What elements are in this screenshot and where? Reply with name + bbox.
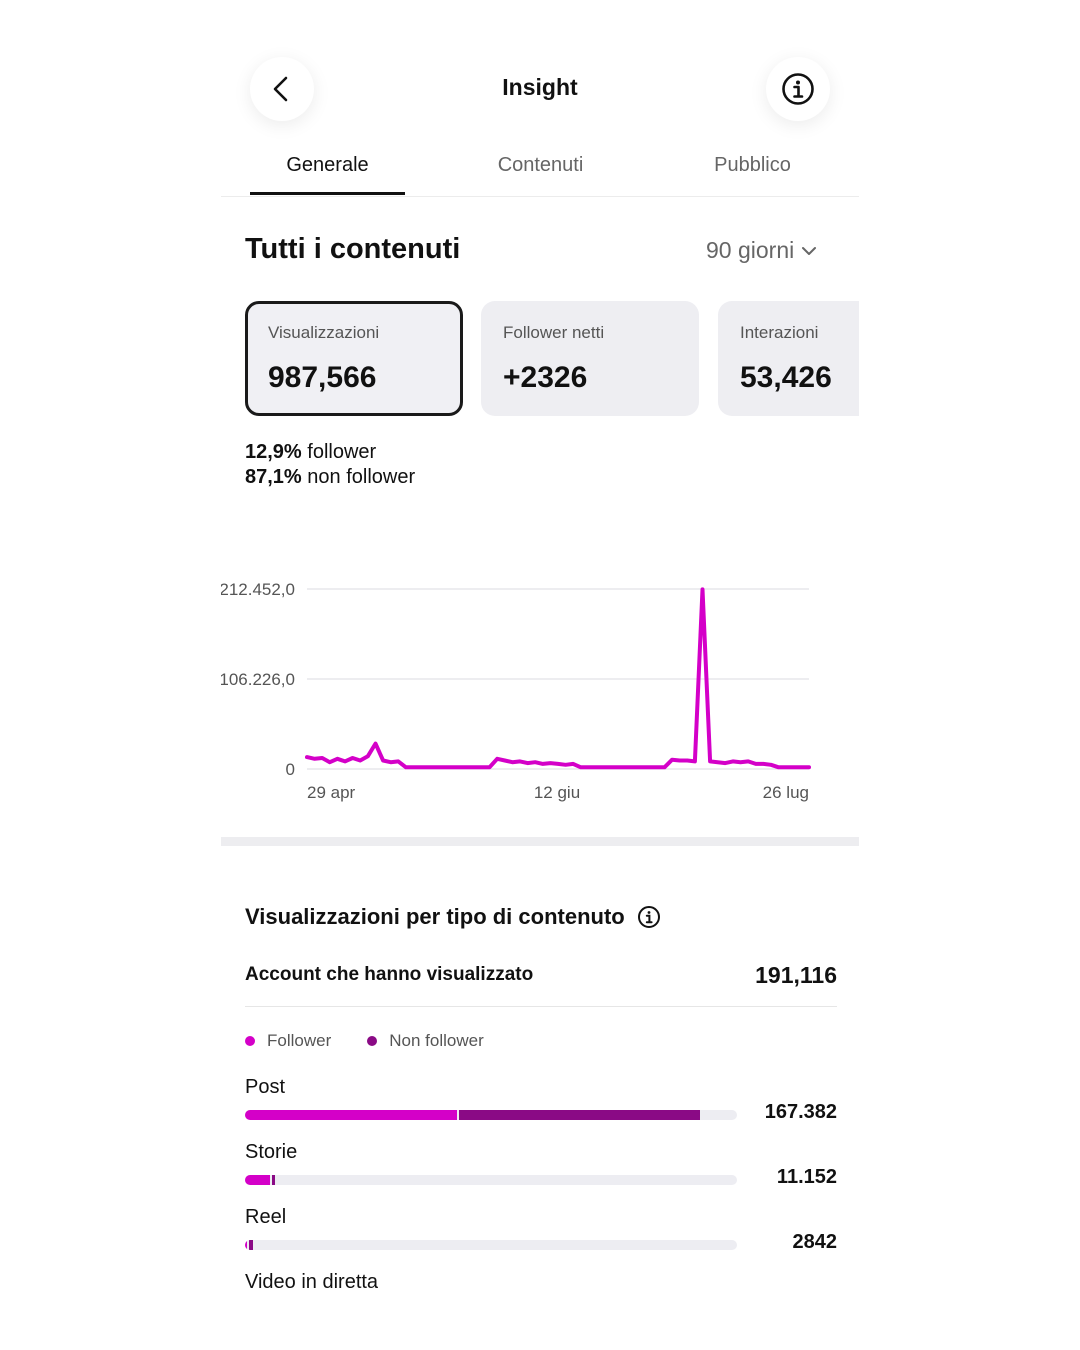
nonfollower-bar-segment — [458, 1110, 700, 1120]
views-by-type-title: Visualizzazioni per tipo di contenuto — [245, 904, 661, 930]
period-label: 90 giorni — [706, 237, 795, 263]
follower-bar-segment — [245, 1110, 457, 1120]
nonfollower-ratio: 87,1% non follower — [245, 466, 416, 488]
legend-label: Follower — [267, 1031, 332, 1050]
legend-label: Non follower — [389, 1031, 484, 1050]
metric-label: Interazioni — [740, 323, 819, 342]
legend-item-nonfollower: Non follower — [367, 1031, 484, 1051]
section-title: Tutti i contenuti — [245, 233, 461, 265]
tab-generale[interactable]: Generale — [286, 154, 369, 176]
follower-ratio: 12,9% follower — [245, 441, 377, 463]
chevron-left-icon — [273, 76, 288, 102]
metric-card-views[interactable]: Visualizzazioni 987,566 — [245, 301, 463, 416]
views-line-chart: 212.452,0 106.226,0 0 29 apr 12 giu 26 lug — [221, 580, 811, 802]
info-icon[interactable] — [637, 905, 661, 929]
x-tick-label: 29 apr — [307, 783, 356, 802]
type-label: Post — [245, 1076, 286, 1098]
accounts-viewed-row: Account che hanno visualizzato 191,116 — [245, 962, 837, 1007]
metric-value: 987,566 — [268, 361, 377, 394]
accounts-viewed-value: 191,116 — [755, 962, 837, 988]
tab-bar: Generale Contenuti Pubblico — [221, 140, 859, 197]
type-row-live[interactable]: Video in diretta — [245, 1271, 837, 1310]
series-line — [305, 587, 811, 770]
metric-label: Follower netti — [503, 323, 605, 342]
section-divider — [221, 837, 859, 846]
info-button[interactable] — [766, 57, 830, 121]
top-bar: Insight — [221, 40, 859, 140]
follower-bar-segment — [245, 1240, 247, 1250]
type-bar — [245, 1240, 737, 1250]
back-button[interactable] — [250, 57, 314, 121]
type-value: 2842 — [792, 1231, 838, 1253]
audience-ratio: 12,9% follower 87,1% non follower — [245, 440, 415, 490]
metric-cards: Visualizzazioni 987,566 Follower netti +… — [245, 301, 859, 421]
period-selector[interactable]: 90 giorni — [706, 237, 818, 264]
y-tick-label: 212.452,0 — [221, 580, 295, 599]
type-bar — [245, 1110, 737, 1120]
accounts-viewed-label: Account che hanno visualizzato — [245, 964, 534, 985]
type-row-reel[interactable]: Reel 2842 — [245, 1206, 837, 1266]
x-tick-label: 26 lug — [763, 783, 809, 802]
tab-pubblico[interactable]: Pubblico — [714, 154, 791, 176]
legend-dot — [245, 1036, 255, 1046]
legend: Follower Non follower — [245, 1031, 484, 1051]
type-bar — [245, 1175, 737, 1185]
metric-value: 53,426 — [740, 361, 832, 394]
page-title: Insight — [502, 74, 578, 100]
info-icon — [782, 73, 814, 105]
tab-contenuti[interactable]: Contenuti — [497, 154, 584, 176]
type-value: 167.382 — [764, 1101, 837, 1123]
nonfollower-bar-segment — [271, 1175, 276, 1185]
active-tab-indicator — [250, 192, 405, 195]
y-tick-label: 106.226,0 — [221, 670, 295, 689]
legend-dot — [367, 1036, 378, 1046]
type-label: Reel — [245, 1206, 287, 1228]
insight-screen: Insight Generale Contenuti Pubblico Tutt… — [221, 40, 859, 1310]
type-row-post[interactable]: Post 167.382 — [245, 1076, 837, 1136]
follower-bar-segment — [245, 1175, 270, 1185]
nonfollower-bar-segment — [248, 1240, 253, 1250]
views-by-type-heading: Visualizzazioni per tipo di contenuto — [245, 904, 625, 929]
x-tick-label: 12 giu — [534, 783, 580, 802]
legend-item-follower: Follower — [245, 1031, 331, 1051]
type-row-stories[interactable]: Storie 11.152 — [245, 1141, 837, 1201]
type-label: Video in diretta — [245, 1271, 379, 1293]
y-tick-label: 0 — [286, 760, 295, 779]
metric-card-net-followers[interactable]: Follower netti +2326 — [481, 301, 699, 416]
metric-label: Visualizzazioni — [268, 323, 380, 342]
chevron-down-icon — [802, 246, 817, 255]
metric-value: +2326 — [503, 361, 588, 394]
type-label: Storie — [245, 1141, 298, 1163]
type-value: 11.152 — [776, 1166, 837, 1188]
metric-card-interactions[interactable]: Interazioni 53,426 — [718, 301, 859, 416]
